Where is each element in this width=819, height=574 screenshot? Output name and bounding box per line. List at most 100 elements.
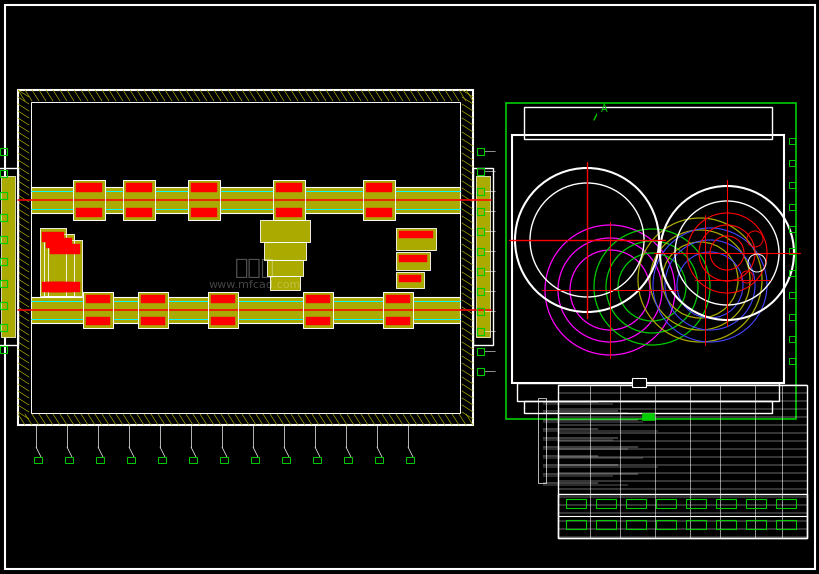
Bar: [631, 378, 645, 387]
Bar: [31, 187, 459, 213]
Bar: [788, 270, 794, 276]
Bar: [505, 103, 795, 419]
Bar: [0, 214, 7, 221]
Bar: [267, 260, 303, 276]
Bar: [715, 520, 735, 529]
Bar: [625, 499, 645, 508]
Bar: [86, 295, 110, 303]
Bar: [396, 272, 423, 288]
Bar: [138, 292, 168, 328]
Bar: [477, 208, 483, 215]
Bar: [34, 457, 42, 463]
Bar: [625, 520, 645, 529]
Bar: [138, 292, 168, 328]
Bar: [48, 240, 82, 296]
Bar: [595, 499, 615, 508]
Bar: [191, 183, 217, 192]
Bar: [523, 107, 771, 139]
Bar: [264, 242, 305, 260]
Bar: [0, 168, 18, 345]
Bar: [399, 255, 427, 262]
Bar: [48, 240, 82, 296]
Bar: [1, 176, 15, 337]
Bar: [208, 292, 238, 328]
Bar: [396, 228, 436, 250]
Bar: [775, 520, 795, 529]
Bar: [42, 282, 64, 292]
Bar: [188, 180, 219, 220]
Bar: [31, 102, 459, 413]
Bar: [0, 346, 7, 353]
Bar: [0, 148, 7, 155]
Bar: [305, 317, 329, 325]
Bar: [477, 168, 483, 175]
Bar: [83, 292, 113, 328]
Bar: [123, 180, 155, 220]
Bar: [188, 457, 197, 463]
Bar: [303, 292, 333, 328]
Bar: [477, 328, 483, 335]
Bar: [382, 292, 413, 328]
Bar: [477, 268, 483, 275]
Bar: [745, 520, 765, 529]
Bar: [511, 135, 783, 383]
Bar: [219, 457, 228, 463]
Bar: [313, 457, 320, 463]
Bar: [686, 520, 705, 529]
Bar: [475, 176, 490, 337]
Bar: [686, 499, 705, 508]
Bar: [251, 457, 259, 463]
Bar: [641, 413, 654, 420]
Bar: [0, 258, 7, 265]
Bar: [260, 220, 310, 242]
Bar: [83, 292, 113, 328]
Bar: [788, 138, 794, 144]
Bar: [595, 520, 615, 529]
Bar: [788, 248, 794, 254]
Bar: [191, 208, 217, 217]
Bar: [382, 292, 413, 328]
Bar: [363, 180, 395, 220]
Bar: [386, 317, 410, 325]
Bar: [0, 324, 7, 331]
Bar: [126, 183, 152, 192]
Bar: [65, 457, 73, 463]
Bar: [365, 183, 391, 192]
Bar: [596, 111, 681, 128]
Bar: [44, 234, 74, 296]
Bar: [42, 232, 64, 242]
Bar: [303, 292, 333, 328]
Bar: [141, 295, 165, 303]
Bar: [788, 336, 794, 342]
Bar: [276, 183, 301, 192]
Bar: [788, 160, 794, 166]
Bar: [788, 226, 794, 232]
Bar: [344, 457, 351, 463]
Bar: [477, 228, 483, 235]
Bar: [260, 220, 310, 242]
Bar: [267, 260, 303, 276]
Bar: [210, 295, 235, 303]
Bar: [477, 348, 483, 355]
Bar: [96, 457, 104, 463]
Bar: [0, 170, 7, 177]
Bar: [477, 188, 483, 195]
Bar: [158, 457, 165, 463]
Bar: [76, 183, 102, 192]
Bar: [396, 228, 436, 250]
Bar: [50, 282, 80, 292]
Bar: [475, 176, 490, 337]
Bar: [477, 288, 483, 295]
Bar: [473, 168, 492, 345]
Bar: [655, 499, 675, 508]
Bar: [477, 148, 483, 155]
Bar: [282, 457, 290, 463]
Bar: [46, 238, 72, 248]
Bar: [44, 234, 74, 296]
Bar: [477, 308, 483, 315]
Bar: [788, 358, 794, 364]
Bar: [405, 457, 414, 463]
Bar: [745, 499, 765, 508]
Bar: [31, 297, 459, 323]
Bar: [273, 180, 305, 220]
